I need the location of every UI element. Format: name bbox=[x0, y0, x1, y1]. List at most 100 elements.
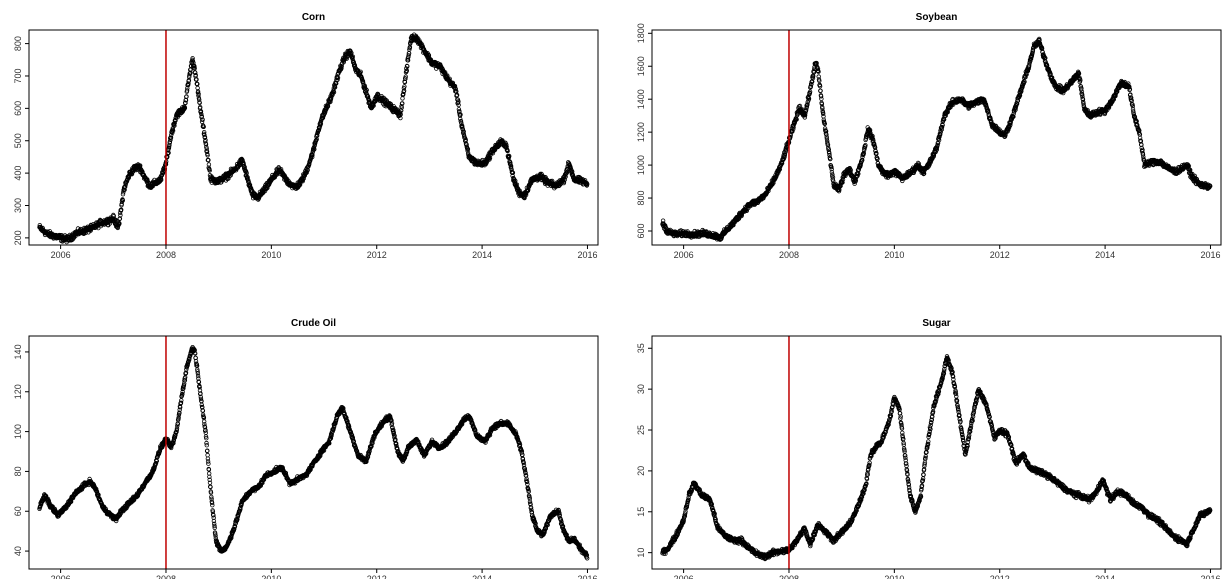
soybean-x-tick-label: 2016 bbox=[1200, 250, 1220, 260]
corn-point bbox=[166, 144, 172, 149]
corn-point bbox=[121, 189, 126, 195]
corn-point bbox=[113, 217, 118, 223]
corn-point bbox=[118, 212, 123, 218]
corn-point bbox=[173, 118, 178, 123]
corn-point bbox=[168, 137, 173, 142]
corn-y-tick-label: 200 bbox=[13, 230, 23, 245]
soybean-y-tick-label: 800 bbox=[636, 191, 646, 206]
corn-y-tick-label: 500 bbox=[13, 133, 23, 148]
soybean-x-tick-label: 2006 bbox=[674, 250, 694, 260]
corn-point bbox=[170, 130, 175, 135]
corn-point bbox=[246, 178, 251, 183]
corn-x-tick-label: 2010 bbox=[261, 250, 281, 260]
corn-point bbox=[168, 135, 174, 140]
soybean-points bbox=[660, 36, 1213, 242]
corn-point bbox=[405, 64, 410, 69]
corn-y-tick-label: 300 bbox=[13, 198, 23, 213]
corn-point bbox=[360, 78, 366, 84]
corn-point bbox=[349, 50, 354, 56]
corn-point bbox=[528, 180, 534, 186]
corn-point bbox=[304, 170, 309, 175]
corn-point bbox=[312, 147, 317, 152]
corn-point bbox=[458, 118, 464, 124]
corn-point bbox=[513, 178, 518, 183]
corn-y-tick-label: 400 bbox=[13, 166, 23, 181]
corn-point bbox=[404, 66, 409, 71]
corn-point bbox=[196, 93, 201, 98]
soybean-y-tick-label: 1400 bbox=[636, 89, 646, 109]
corn-point bbox=[201, 124, 206, 129]
soybean-x-tick-label: 2010 bbox=[884, 250, 904, 260]
corn-point bbox=[426, 53, 432, 58]
corn-point bbox=[122, 187, 127, 192]
corn-point bbox=[310, 154, 315, 160]
corn-point bbox=[183, 100, 188, 106]
corn-point bbox=[118, 207, 124, 212]
corn-point bbox=[335, 77, 340, 82]
corn-point bbox=[172, 120, 177, 126]
soybean-x-tick-label: 2008 bbox=[779, 250, 799, 260]
corn-point bbox=[458, 116, 463, 121]
corn-point bbox=[206, 157, 211, 163]
corn-point bbox=[310, 152, 315, 158]
corn-point bbox=[364, 87, 369, 93]
corn-point bbox=[504, 142, 509, 147]
corn-point bbox=[325, 103, 331, 109]
corn-point bbox=[196, 97, 202, 102]
crude-oil-point bbox=[210, 503, 215, 508]
soybean-x-tick-label: 2012 bbox=[990, 250, 1010, 260]
soybean-y-tick-label: 1800 bbox=[636, 23, 646, 43]
corn-point bbox=[402, 84, 407, 89]
soybean-x-tick-label: 2014 bbox=[1095, 250, 1115, 260]
corn-x-tick-label: 2006 bbox=[51, 250, 71, 260]
corn-point bbox=[331, 90, 337, 95]
soybean-y-tick-label: 1200 bbox=[636, 122, 646, 142]
corn-point bbox=[170, 128, 176, 133]
corn-point bbox=[335, 75, 341, 80]
corn-point bbox=[301, 176, 306, 181]
corn-point bbox=[487, 155, 493, 161]
corn-point bbox=[510, 170, 516, 175]
corn-point bbox=[120, 198, 125, 203]
corn-point bbox=[400, 96, 405, 101]
corn-point bbox=[311, 145, 317, 150]
corn-point bbox=[117, 221, 122, 226]
corn-point bbox=[350, 54, 355, 59]
corn-point bbox=[339, 64, 344, 69]
corn-point bbox=[123, 182, 128, 187]
corn-y-tick-label: 800 bbox=[13, 36, 23, 51]
corn-points bbox=[37, 32, 590, 245]
corn-point bbox=[452, 83, 458, 89]
soybean-y-tick-label: 1000 bbox=[636, 155, 646, 175]
corn-point bbox=[196, 91, 201, 97]
soybean-point bbox=[819, 96, 824, 101]
corn-point bbox=[205, 153, 210, 158]
corn-point bbox=[456, 107, 462, 112]
corn-title: Corn bbox=[302, 12, 325, 23]
corn-point bbox=[197, 104, 203, 110]
corn-point bbox=[202, 132, 207, 138]
corn-point bbox=[122, 184, 128, 189]
corn-x-tick-label: 2008 bbox=[156, 250, 176, 260]
corn-point bbox=[192, 66, 197, 71]
corn-y-tick-label: 600 bbox=[13, 101, 23, 116]
corn-point bbox=[194, 77, 199, 82]
corn-point bbox=[203, 141, 209, 147]
corn-point bbox=[454, 92, 460, 98]
corn-point bbox=[350, 56, 355, 61]
corn-point bbox=[311, 147, 316, 153]
corn-point bbox=[195, 89, 201, 94]
corn-point bbox=[182, 105, 188, 111]
corn-point bbox=[172, 123, 177, 128]
corn-point bbox=[202, 134, 208, 140]
corn-x-tick-label: 2014 bbox=[472, 250, 492, 260]
crude-oil-point bbox=[206, 461, 211, 466]
corn-point bbox=[201, 129, 207, 135]
corn-point bbox=[401, 88, 407, 93]
corn-point bbox=[184, 94, 189, 99]
corn-y-tick-label: 700 bbox=[13, 68, 23, 83]
corn-point bbox=[461, 129, 466, 134]
corn-point bbox=[204, 146, 209, 151]
